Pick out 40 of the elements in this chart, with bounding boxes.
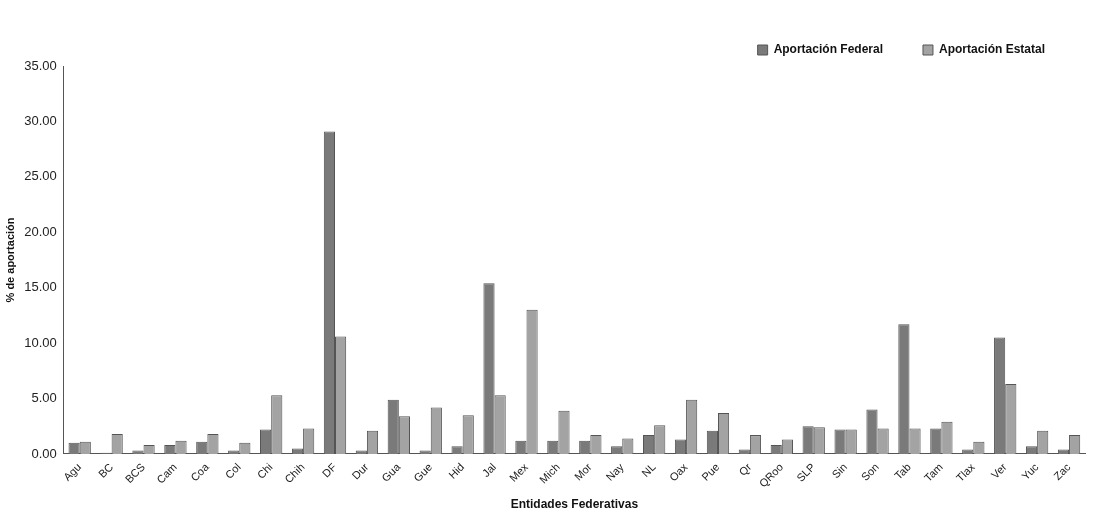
- y-tick-label: 5.00: [31, 390, 57, 406]
- x-tick-label: Qr: [736, 460, 754, 478]
- x-tick-label: Oax: [666, 460, 690, 484]
- x-tick-label: Mex: [506, 460, 531, 484]
- y-tick-label: 15.00: [24, 279, 57, 295]
- x-tick-label: Sin: [829, 460, 850, 481]
- x-tick-label: Son: [858, 460, 882, 484]
- x-tick-label: Chi: [254, 460, 275, 481]
- legend-label: Aportación Estatal: [938, 42, 1046, 57]
- x-tick-label: Tlax: [953, 460, 978, 484]
- x-tick-label: Nay: [603, 460, 627, 483]
- x-tick-label: DF: [319, 460, 339, 480]
- x-tick-label: Cam: [154, 460, 179, 486]
- x-tick-label: BC: [95, 460, 116, 480]
- x-tick-label: Tam: [921, 460, 945, 484]
- x-axis-title: Entidades Federativas: [510, 497, 639, 512]
- x-tick-label: Mor: [571, 460, 595, 483]
- x-tick-label: Jal: [479, 460, 499, 480]
- x-tick-label: Tab: [891, 460, 914, 482]
- y-tick-label: 0.00: [31, 445, 57, 461]
- x-tick-label: NL: [639, 460, 658, 480]
- x-tick-label: Zac: [1051, 460, 1073, 483]
- legend-label: Aportación Federal: [773, 42, 883, 57]
- y-tick-label: 20.00: [24, 223, 57, 239]
- x-tick-label: Dur: [349, 460, 371, 482]
- y-tick-label: 35.00: [24, 57, 57, 73]
- y-tick-label: 25.00: [24, 168, 57, 184]
- x-tick-label: Gue: [411, 460, 435, 484]
- x-tick-label: Col: [222, 460, 243, 481]
- x-tick-label: Coa: [188, 460, 212, 484]
- x-tick-label: Agu: [60, 460, 84, 484]
- x-tick-label: Pue: [699, 460, 722, 484]
- x-tick-label: Ver: [988, 460, 1010, 481]
- y-tick-label: 10.00: [24, 334, 57, 350]
- y-tick-label: 30.00: [24, 113, 57, 128]
- x-tick-label: Hid: [446, 460, 467, 481]
- x-tick-label: Chih: [282, 460, 307, 486]
- x-tick-label: Yuc: [1019, 460, 1042, 483]
- y-axis-title: % de aportación: [3, 217, 16, 303]
- x-tick-label: Gua: [379, 460, 404, 484]
